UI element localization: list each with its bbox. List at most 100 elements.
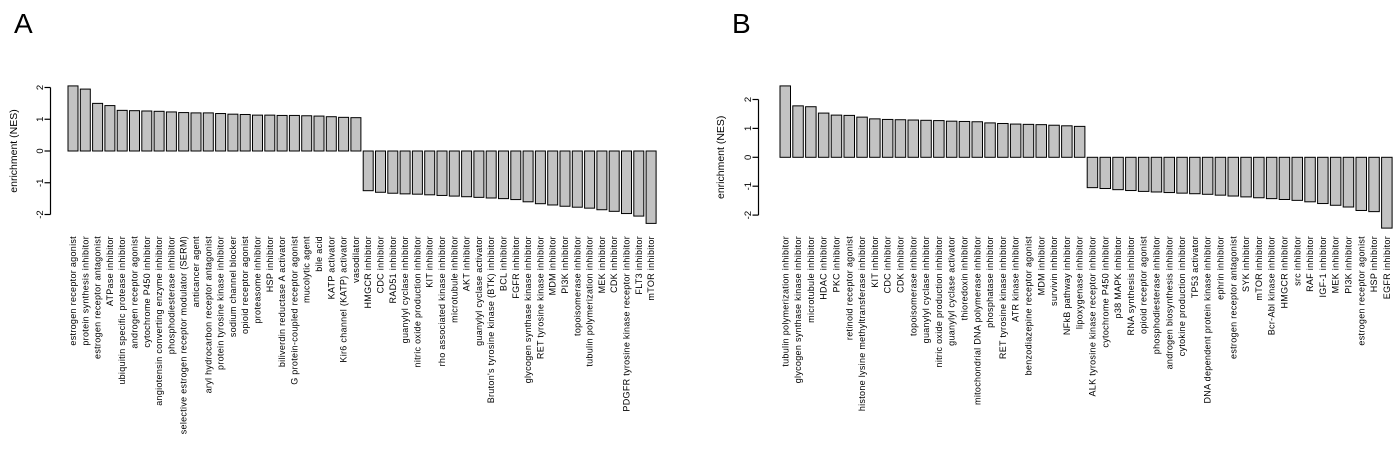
x-axis-label: HDAC inhibitor [819,236,829,300]
x-axis-label: src inhibitor [1292,236,1302,286]
bar [178,112,190,152]
bar [424,150,436,196]
x-axis-label: CDK inhibitor [609,236,619,293]
bar [830,114,843,158]
bar [436,150,448,196]
x-axis-label: cytochrome P450 inhibitor [142,236,152,348]
x-axis-label: selective estrogen receptor modulator (S… [179,236,189,434]
bar [1201,156,1214,195]
bar [1176,156,1188,194]
bar [958,120,971,158]
bar [779,85,791,158]
bar [881,118,894,158]
bar [945,120,958,158]
x-axis-label: androgen biosynthesis inhibitor [1164,236,1174,369]
bar [907,119,919,158]
y-axis-title: enrichment (NES) [715,116,727,199]
bar [1061,125,1073,158]
x-axis-label: phosphatase inhibitor [985,236,995,328]
bar [1048,124,1060,158]
x-axis-label: androgen receptor agonist [130,236,140,349]
x-axis-label: Bruton's tyrosine kinase (BTK) inhibitor [486,236,496,403]
bar [473,150,485,198]
bar [153,110,165,152]
x-axis-label: mTOR inhibitor [1254,236,1264,301]
x-axis-label: angiotensin converting enzyme inhibitor [154,236,164,406]
bar [856,116,868,158]
x-axis-label: MEK inhibitor [1331,236,1341,293]
bar [485,150,497,199]
x-axis-label: opioid receptor agonist [1139,236,1149,334]
x-axis-label: KIT inhibitor [425,236,435,288]
panel-a-letter: A [14,8,34,39]
x-axis-label: ubiquitin specific protease inhibitor [117,236,127,385]
bar [141,110,153,152]
bar [104,105,116,152]
bar [1291,156,1303,201]
bar [559,150,571,207]
bar [350,117,362,152]
x-axis-label: estrogen receptor antagonist [93,236,103,359]
y-axis-tick-label: 2 [35,85,46,90]
y-axis-tick-label: -1 [743,182,754,190]
bar [645,150,657,224]
bar [362,150,374,192]
x-axis-label: NFkB pathway inhibitor [1062,236,1072,335]
x-axis-label: KIT inhibitor [870,236,880,288]
bar [805,106,817,158]
x-axis-label: HMGCR inhibitor [363,236,373,309]
bar [534,150,546,205]
x-axis-label: guanylyl cyclase activator [474,236,484,346]
bar [522,150,534,203]
bar [252,114,263,152]
x-axis-label: FGFR inhibitor [511,236,521,299]
bar [461,150,473,198]
x-axis-label: histone lysine methyltransferase inhibit… [857,236,867,411]
y-axis-tick-label: -2 [35,210,46,218]
x-axis-label: CDC inhibitor [376,236,386,293]
x-axis-label: ATR kinase inhibitor [1011,236,1021,322]
x-axis-label: p38 MAPK inhibitor [1113,236,1123,318]
panel-a-chart: 2 1 0 -1 -2 enrichment (NES) estrogen receptor… [8,85,657,434]
x-axis-label: cytokine production inhibitor [1177,236,1187,356]
x-axis-label: estrogen receptor agonist [68,236,78,346]
bar [375,150,386,193]
y-axis-tick-label: 2 [743,97,754,102]
y-axis-tick-label: -1 [35,179,46,187]
x-axis-label: BCL inhibitor [499,236,509,291]
x-axis-label: AKT inhibitor [462,236,472,291]
x-axis-label: HSP inhibitor [265,236,275,292]
x-axis-label: tubulin polymerization inhibitor [780,236,790,367]
x-axis-label: glycogen synthase kinase inhibitor [523,236,533,383]
x-axis-label: opioid receptor agonist [240,236,250,334]
x-axis-label: RAD51 inhibitor [388,236,398,304]
bar [1189,156,1201,195]
x-axis-label: Bcr-Abl kinase inhibitor [1267,236,1277,335]
x-axis-label: TP53 activator [1190,236,1200,298]
bar [608,150,620,212]
bar [498,150,509,200]
x-axis-label: glycogen synthase kinase inhibitor [793,236,803,383]
bar [448,150,460,197]
bar [399,150,411,195]
x-axis-label: vasodilator [351,236,361,283]
bar [1163,156,1175,194]
bar [67,85,79,152]
panel-b-chart: 2 1 0 -1 -2 enrichment (NES) tubulin polymeriz… [715,85,1393,411]
x-axis-label: phosphodiesterase inhibitor [166,236,176,354]
x-axis-label: protein tyrosine kinase inhibitor [216,236,226,370]
x-axis-label: RAF inhibitor [1305,236,1315,292]
y-axis-tick-label: 0 [743,155,754,160]
x-axis-label: PI3K inhibitor [1343,236,1353,294]
bar [129,110,140,152]
bar [1368,156,1380,213]
x-axis-label: mTOR inhibitor [646,236,656,301]
x-axis-label: G protein-coupled receptor agonist [289,236,299,385]
bar [1265,156,1278,200]
bar [165,111,177,152]
bar [92,102,104,152]
bar [1099,156,1111,190]
bar [933,120,945,158]
bar [971,121,983,158]
